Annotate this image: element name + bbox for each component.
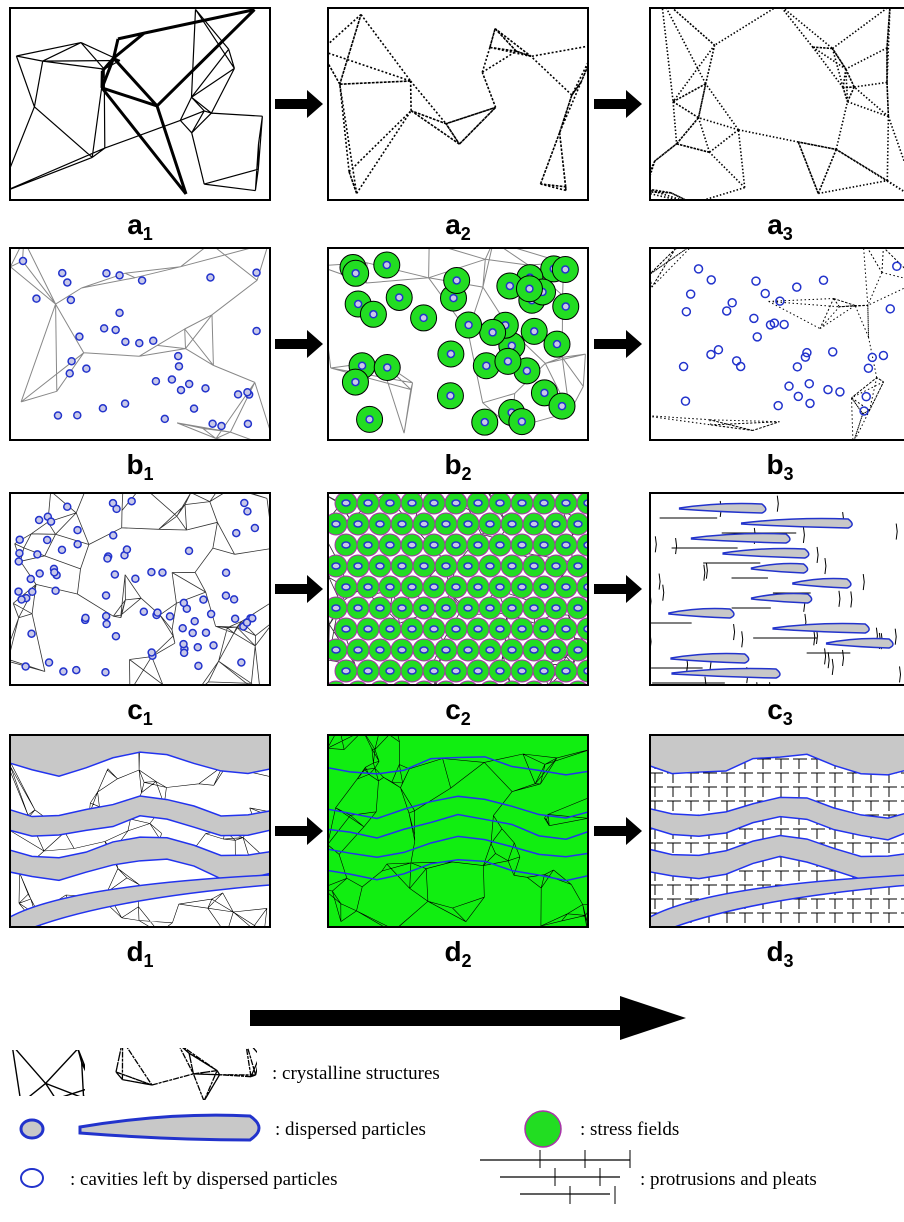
panel-label: a3 xyxy=(767,209,793,244)
panel-letter: b xyxy=(766,449,783,480)
step-arrow xyxy=(594,330,642,358)
panel-c3 xyxy=(649,496,901,699)
panel-a3 xyxy=(641,0,904,203)
step-arrow xyxy=(275,575,323,603)
panel-subscript: 3 xyxy=(783,224,793,244)
page: {"panels":[{"letter":"a","sub":"1"},{"le… xyxy=(0,0,904,1222)
panel-label: c2 xyxy=(445,694,471,729)
legend-text: : cavities left by dispersed particles xyxy=(70,1169,338,1190)
panel-letter: d xyxy=(766,936,783,967)
panel-letter: a xyxy=(445,209,461,240)
step-arrow xyxy=(594,575,642,603)
step-arrow xyxy=(275,330,323,358)
panel-label: b2 xyxy=(444,449,471,484)
panel-label: c1 xyxy=(127,694,153,729)
panel-subscript: 2 xyxy=(461,224,471,244)
panel-letter: b xyxy=(444,449,461,480)
panel-label: d1 xyxy=(126,936,153,971)
legend-text: : stress fields xyxy=(580,1119,679,1140)
step-arrow xyxy=(275,817,323,845)
panel-subscript: 1 xyxy=(143,709,153,729)
panel-d3 xyxy=(645,708,904,937)
panel-subscript: 3 xyxy=(784,951,794,971)
process-arrow xyxy=(250,996,686,1040)
panel-letter: c xyxy=(767,694,783,725)
panel-a2 xyxy=(321,15,597,194)
panel-d2 xyxy=(322,708,593,934)
panel-frame xyxy=(650,8,904,200)
legend-text: : protrusions and pleats xyxy=(640,1169,817,1190)
panel-frame xyxy=(328,8,588,200)
figure: : crystalline structures : dispersed par… xyxy=(0,0,904,1222)
panel-letter: c xyxy=(127,694,143,725)
panel-letter: d xyxy=(126,936,143,967)
panel-label: a2 xyxy=(445,209,471,244)
panel-letter: c xyxy=(445,694,461,725)
panel-c2 xyxy=(320,486,599,703)
panel-letter: d xyxy=(444,936,461,967)
panel-label: d2 xyxy=(444,936,471,971)
panel-c1 xyxy=(4,485,279,695)
step-arrow xyxy=(594,817,642,845)
panel-label: b3 xyxy=(766,449,793,484)
panel-a1 xyxy=(0,9,262,194)
panel-subscript: 1 xyxy=(144,951,154,971)
panel-subscript: 2 xyxy=(461,709,471,729)
panel-label: c3 xyxy=(767,694,793,729)
step-arrow xyxy=(594,90,642,118)
panel-b2 xyxy=(318,241,585,435)
panel-b1 xyxy=(10,240,276,449)
step-arrow xyxy=(275,90,323,118)
panel-d1 xyxy=(3,705,277,937)
panel-label: d3 xyxy=(766,936,793,971)
panel-letter: a xyxy=(767,209,783,240)
panel-letter: a xyxy=(127,209,143,240)
panel-subscript: 1 xyxy=(144,464,154,484)
panel-label: b1 xyxy=(126,449,153,484)
panel-b3 xyxy=(640,241,904,444)
panel-subscript: 1 xyxy=(143,224,153,244)
legend-text: : crystalline structures xyxy=(272,1063,440,1084)
panel-letter: b xyxy=(126,449,143,480)
legend-text: : dispersed particles xyxy=(275,1119,426,1140)
panel-subscript: 3 xyxy=(784,464,794,484)
panel-subscript: 2 xyxy=(462,951,472,971)
panel-subscript: 3 xyxy=(783,709,793,729)
panel-subscript: 2 xyxy=(462,464,472,484)
panel-label: a1 xyxy=(127,209,153,244)
